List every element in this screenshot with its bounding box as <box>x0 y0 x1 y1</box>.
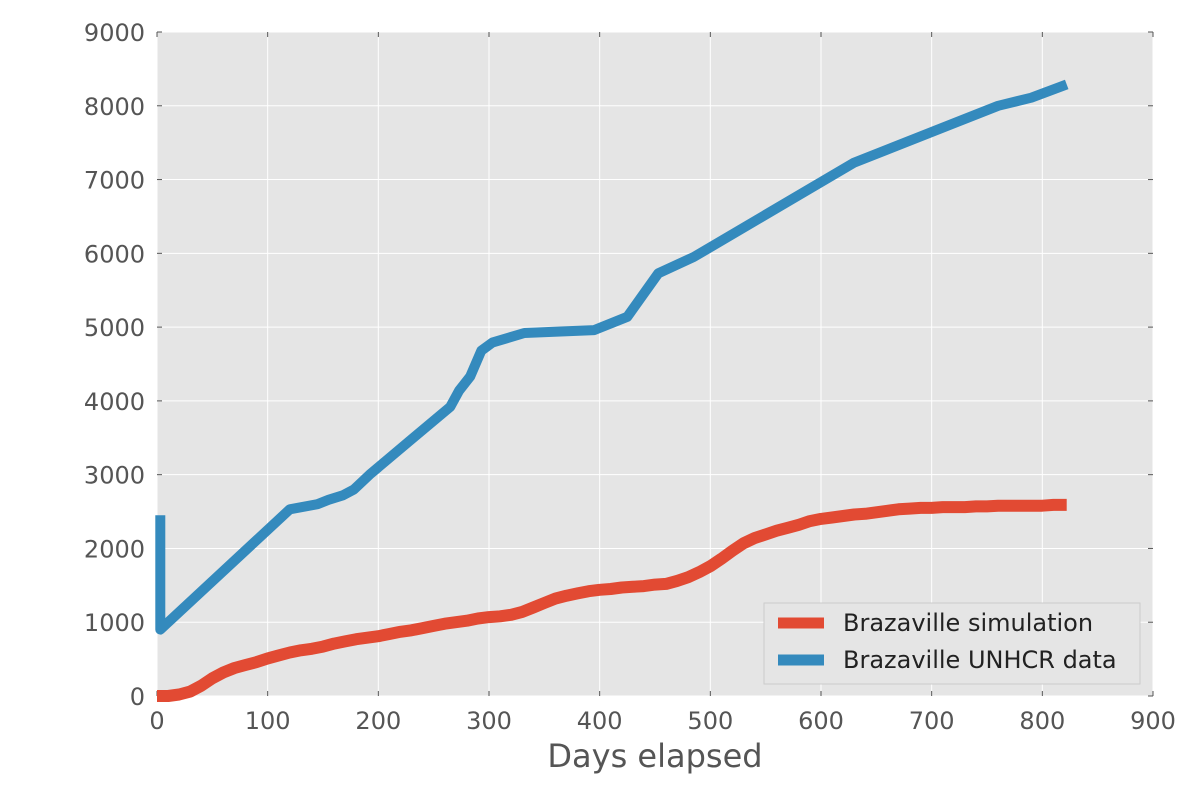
y-tick-label: 9000 <box>84 19 145 47</box>
legend-label-unhcr: Brazaville UNHCR data <box>843 646 1117 674</box>
x-axis-title: Days elapsed <box>547 737 762 775</box>
y-tick-label: 6000 <box>84 240 145 268</box>
legend: Brazaville simulation Brazaville UNHCR d… <box>763 602 1141 685</box>
x-tick-labels: 0 100 200 300 400 500 600 700 800 900 <box>149 707 1176 735</box>
y-tick-label: 3000 <box>84 462 145 490</box>
y-tick-label: 7000 <box>84 167 145 195</box>
x-tick-label: 100 <box>245 707 291 735</box>
y-tick-labels: 0 1000 2000 3000 4000 5000 6000 7000 8000 9000 <box>84 19 145 711</box>
legend-box <box>763 602 1141 685</box>
series-line-brazaville-unhcr-data <box>155 79 1069 635</box>
legend-label-simulation: Brazaville simulation <box>843 609 1093 637</box>
plot-background <box>157 32 1153 696</box>
x-tick-label: 200 <box>355 707 401 735</box>
x-tick-label: 800 <box>1019 707 1065 735</box>
x-tick-label: 600 <box>798 707 844 735</box>
x-tick-label: 900 <box>1130 707 1176 735</box>
y-tick-label: 0 <box>130 683 145 711</box>
x-tick-label: 500 <box>687 707 733 735</box>
x-tick-label: 0 <box>149 707 164 735</box>
y-tick-label: 5000 <box>84 314 145 342</box>
series-line-brazaville-simulation <box>157 498 1067 702</box>
x-tick-label: 400 <box>577 707 623 735</box>
y-tick-label: 8000 <box>84 93 145 121</box>
x-tick-label: 300 <box>466 707 512 735</box>
y-tick-label: 4000 <box>84 388 145 416</box>
gridlines <box>156 31 1154 697</box>
x-tick-label: 700 <box>909 707 955 735</box>
y-tick-label: 2000 <box>84 535 145 563</box>
series-layer <box>155 79 1069 702</box>
y-tick-label: 1000 <box>84 609 145 637</box>
